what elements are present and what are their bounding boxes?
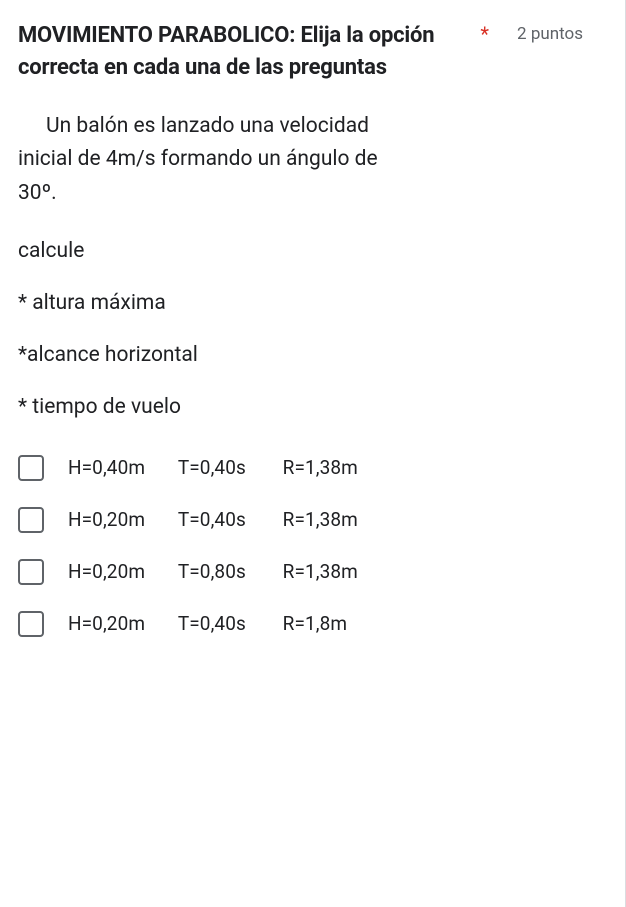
bullet-tiempo: * tiempo de vuelo (18, 395, 601, 419)
title-row: MOVIMIENTO PARABOLICO: Elija la opción c… (18, 20, 601, 84)
checkbox[interactable] (18, 559, 44, 585)
checkbox[interactable] (18, 455, 44, 481)
option-row: H=0,20m T=0,40s R=1,38m (18, 507, 601, 533)
option-r: R=1,38m (283, 456, 358, 479)
option-h: H=0,20m (68, 612, 173, 635)
option-row: H=0,20m T=0,40s R=1,8m (18, 611, 601, 637)
option-row: H=0,40m T=0,40s R=1,38m (18, 455, 601, 481)
option-label[interactable]: H=0,20m T=0,40s R=1,38m (68, 508, 358, 531)
required-star: * (480, 22, 489, 46)
options-list: H=0,40m T=0,40s R=1,38m H=0,20m T=0,40s … (18, 455, 601, 637)
problem-line: Un balón es lanzado una velocidad inicia… (18, 114, 378, 205)
option-label[interactable]: H=0,20m T=0,80s R=1,38m (68, 560, 358, 583)
option-r: R=1,38m (283, 508, 358, 531)
option-t: T=0,40s (178, 508, 278, 531)
option-label[interactable]: H=0,20m T=0,40s R=1,8m (68, 612, 347, 635)
bullet-alcance: *alcance horizontal (18, 343, 601, 367)
option-t: T=0,40s (178, 456, 278, 479)
checkbox[interactable] (18, 507, 44, 533)
option-t: T=0,80s (178, 560, 278, 583)
problem-text: Un balón es lanzado una velocidad inicia… (18, 110, 601, 211)
option-r: R=1,38m (283, 560, 358, 583)
option-t: T=0,40s (178, 612, 278, 635)
bullet-altura: * altura máxima (18, 291, 601, 315)
option-r: R=1,8m (283, 612, 348, 635)
question-card: MOVIMIENTO PARABOLICO: Elija la opción c… (0, 0, 626, 907)
points-label: 2 puntos (517, 24, 583, 44)
checkbox[interactable] (18, 611, 44, 637)
option-label[interactable]: H=0,40m T=0,40s R=1,38m (68, 456, 358, 479)
option-h: H=0,20m (68, 508, 173, 531)
option-h: H=0,40m (68, 456, 173, 479)
option-row: H=0,20m T=0,80s R=1,38m (18, 559, 601, 585)
calcule-label: calcule (18, 239, 601, 263)
question-title: MOVIMIENTO PARABOLICO: Elija la opción c… (18, 20, 601, 84)
option-h: H=0,20m (68, 560, 173, 583)
